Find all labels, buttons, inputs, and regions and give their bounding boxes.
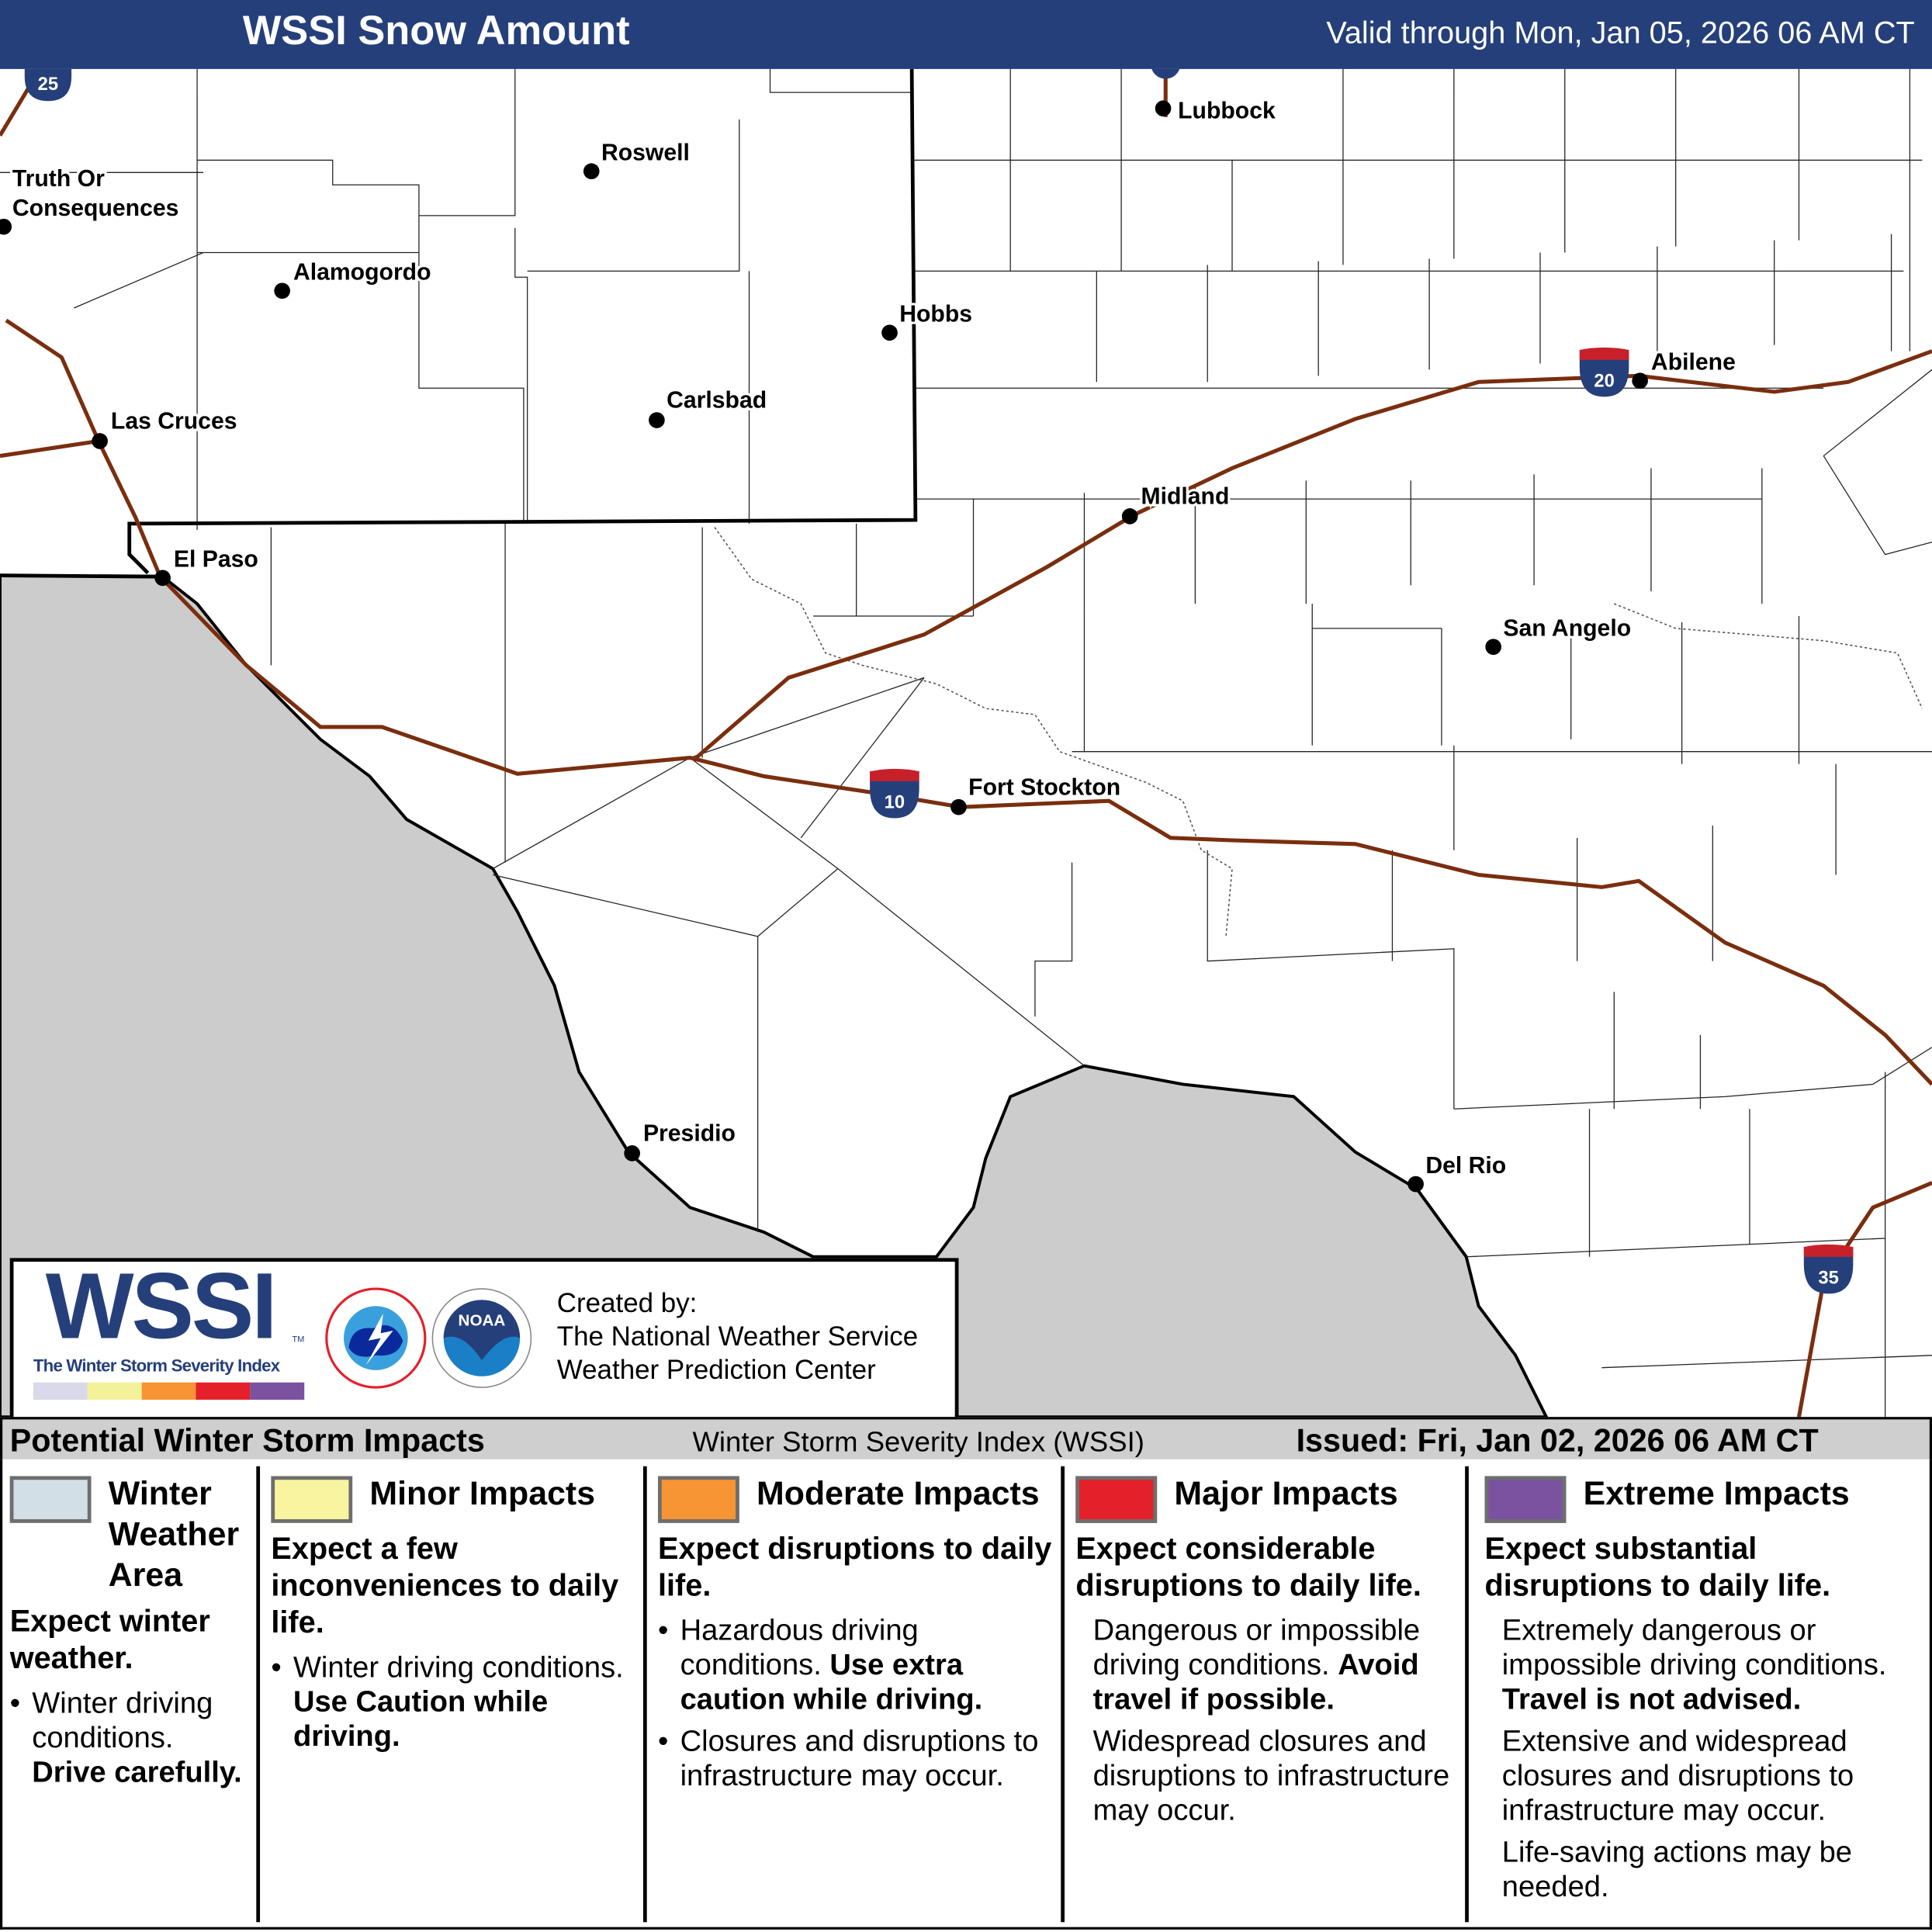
- interstate-shield-10: 10: [870, 768, 919, 819]
- impact-legend: Winter Weather Area Expect winter weather.…: [0, 1459, 1932, 1930]
- svg-text:35: 35: [1818, 1268, 1838, 1289]
- trademark: TM: [292, 1335, 305, 1345]
- svg-text:20: 20: [1594, 371, 1614, 392]
- outside-area: [0, 573, 1549, 1418]
- legend-lead: Expect substantial disruptions to daily …: [1484, 1531, 1831, 1604]
- legend-title-minor: Minor Impacts: [369, 1474, 596, 1512]
- city-label: Hobbs: [899, 301, 972, 327]
- city-label: Del Rio: [1425, 1153, 1506, 1179]
- city-label: Consequences: [12, 196, 179, 221]
- valid-time: Valid through Mon, Jan 05, 2026 06 AM CT: [1326, 16, 1915, 51]
- river-lines: [714, 527, 1923, 937]
- legend-moderate: Moderate Impacts Expect disruptions to d…: [648, 1459, 1062, 1927]
- wssi-color-bar: [33, 1382, 305, 1400]
- map-title: WSSI Snow Amount: [242, 7, 630, 54]
- legend-bullet: Widespread closures and disruptions to i…: [1092, 1725, 1450, 1828]
- legend-lead: Expect disruptions to daily life.: [657, 1531, 1052, 1604]
- legend-title-major: Major Impacts: [1174, 1474, 1398, 1512]
- city-label: Alamogordo: [293, 259, 431, 285]
- legend-bullet: Winter driving conditions. Use Caution w…: [293, 1650, 624, 1754]
- legend-bullet: Closures and disruptions to infrastructu…: [680, 1725, 1039, 1793]
- svg-text:10: 10: [885, 792, 905, 813]
- map: 25 20 10 35 Lubbock Roswell Truth Or Con…: [0, 68, 1932, 1418]
- legend-bullet: Extremely dangerous or impossible drivin…: [1501, 1614, 1887, 1717]
- city-label: Midland: [1141, 483, 1229, 509]
- swatch-moderate: [657, 1476, 739, 1523]
- legend-title: Potential Winter Storm Impacts: [9, 1421, 485, 1459]
- nws-logo-icon: [325, 1287, 427, 1389]
- legend-title-winter: Winter Weather Area: [108, 1474, 240, 1594]
- issued-time: Issued: Fri, Jan 02, 2026 06 AM CT: [1296, 1421, 1819, 1459]
- wssi-subtitle: The Winter Storm Severity Index: [33, 1355, 280, 1376]
- city-label: San Angelo: [1503, 615, 1631, 641]
- city-label: Fort Stockton: [968, 774, 1120, 800]
- noaa-logo-icon: NOAA: [431, 1288, 532, 1388]
- org-nws: The National Weather Service: [556, 1321, 919, 1352]
- svg-text:25: 25: [38, 74, 58, 95]
- legend-bullet: Life-saving actions may be needed.: [1501, 1836, 1853, 1904]
- interstate-shields: 25 20 10 35: [24, 68, 1854, 1294]
- created-by-label: Created by:: [556, 1287, 698, 1319]
- city-label: Roswell: [601, 140, 690, 165]
- city-label: Las Cruces: [111, 409, 237, 435]
- legend-major: Major Impacts Expect considerable disrup…: [1066, 1459, 1466, 1927]
- wssi-logo: WSSI: [45, 1254, 278, 1359]
- legend-title-moderate: Moderate Impacts: [757, 1474, 1040, 1512]
- city-label: Carlsbad: [667, 388, 767, 414]
- city-label: Lubbock: [1178, 98, 1276, 123]
- city-labels: Lubbock Roswell Truth Or Consequences Al…: [10, 95, 1738, 1181]
- swatch-major: [1075, 1476, 1158, 1523]
- legend-lead: Expect considerable disruptions to daily…: [1075, 1531, 1421, 1604]
- city-label: El Paso: [174, 546, 258, 572]
- city-label: Truth Or: [12, 166, 105, 192]
- interstate-shield-35: 35: [1803, 1244, 1854, 1294]
- index-name: Winter Storm Severity Index (WSSI): [692, 1425, 1144, 1458]
- swatch-minor: [271, 1476, 353, 1523]
- svg-text:NOAA: NOAA: [459, 1312, 506, 1330]
- interstate-shield-20: 20: [1579, 347, 1629, 397]
- credits-box: WSSI TM The Winter Storm Severity Index …: [9, 1254, 959, 1421]
- swatch-winter-weather: [9, 1476, 92, 1523]
- city-dots: [0, 100, 1648, 1193]
- header-bar: WSSI Snow Amount Valid through Mon, Jan …: [0, 0, 1932, 69]
- legend-bullet: Dangerous or impossible driving conditio…: [1092, 1614, 1421, 1717]
- legend-lead: Expect winter weather.: [9, 1604, 210, 1676]
- legend-bullet: Hazardous driving conditions. Use extra …: [680, 1614, 983, 1717]
- interstate-shield-25: 25: [24, 68, 72, 102]
- legend-extreme: Extreme Impacts Expect substantial disru…: [1470, 1459, 1929, 1927]
- legend-lead: Expect a few inconveniences to daily lif…: [271, 1531, 619, 1640]
- legend-header-strip: Potential Winter Storm Impacts Winter St…: [0, 1417, 1932, 1462]
- credit-text: Created by: The National Weather Service…: [557, 1286, 918, 1387]
- city-label: Abilene: [1651, 349, 1736, 375]
- legend-title-extreme: Extreme Impacts: [1583, 1474, 1850, 1512]
- org-wpc: Weather Prediction Center: [556, 1354, 876, 1385]
- city-label: Presidio: [643, 1120, 736, 1146]
- legend-minor: Minor Impacts Expect a few inconvenience…: [261, 1459, 643, 1927]
- swatch-extreme: [1484, 1476, 1567, 1523]
- legend-bullet: Extensive and widespread closures and di…: [1501, 1725, 1854, 1828]
- legend-bullet: Winter driving conditions. Drive carefull…: [32, 1686, 242, 1789]
- state-border: [0, 68, 918, 579]
- county-lines: [0, 68, 1932, 1418]
- legend-winter-weather-area: Winter Weather Area Expect winter weather.…: [2, 1459, 256, 1927]
